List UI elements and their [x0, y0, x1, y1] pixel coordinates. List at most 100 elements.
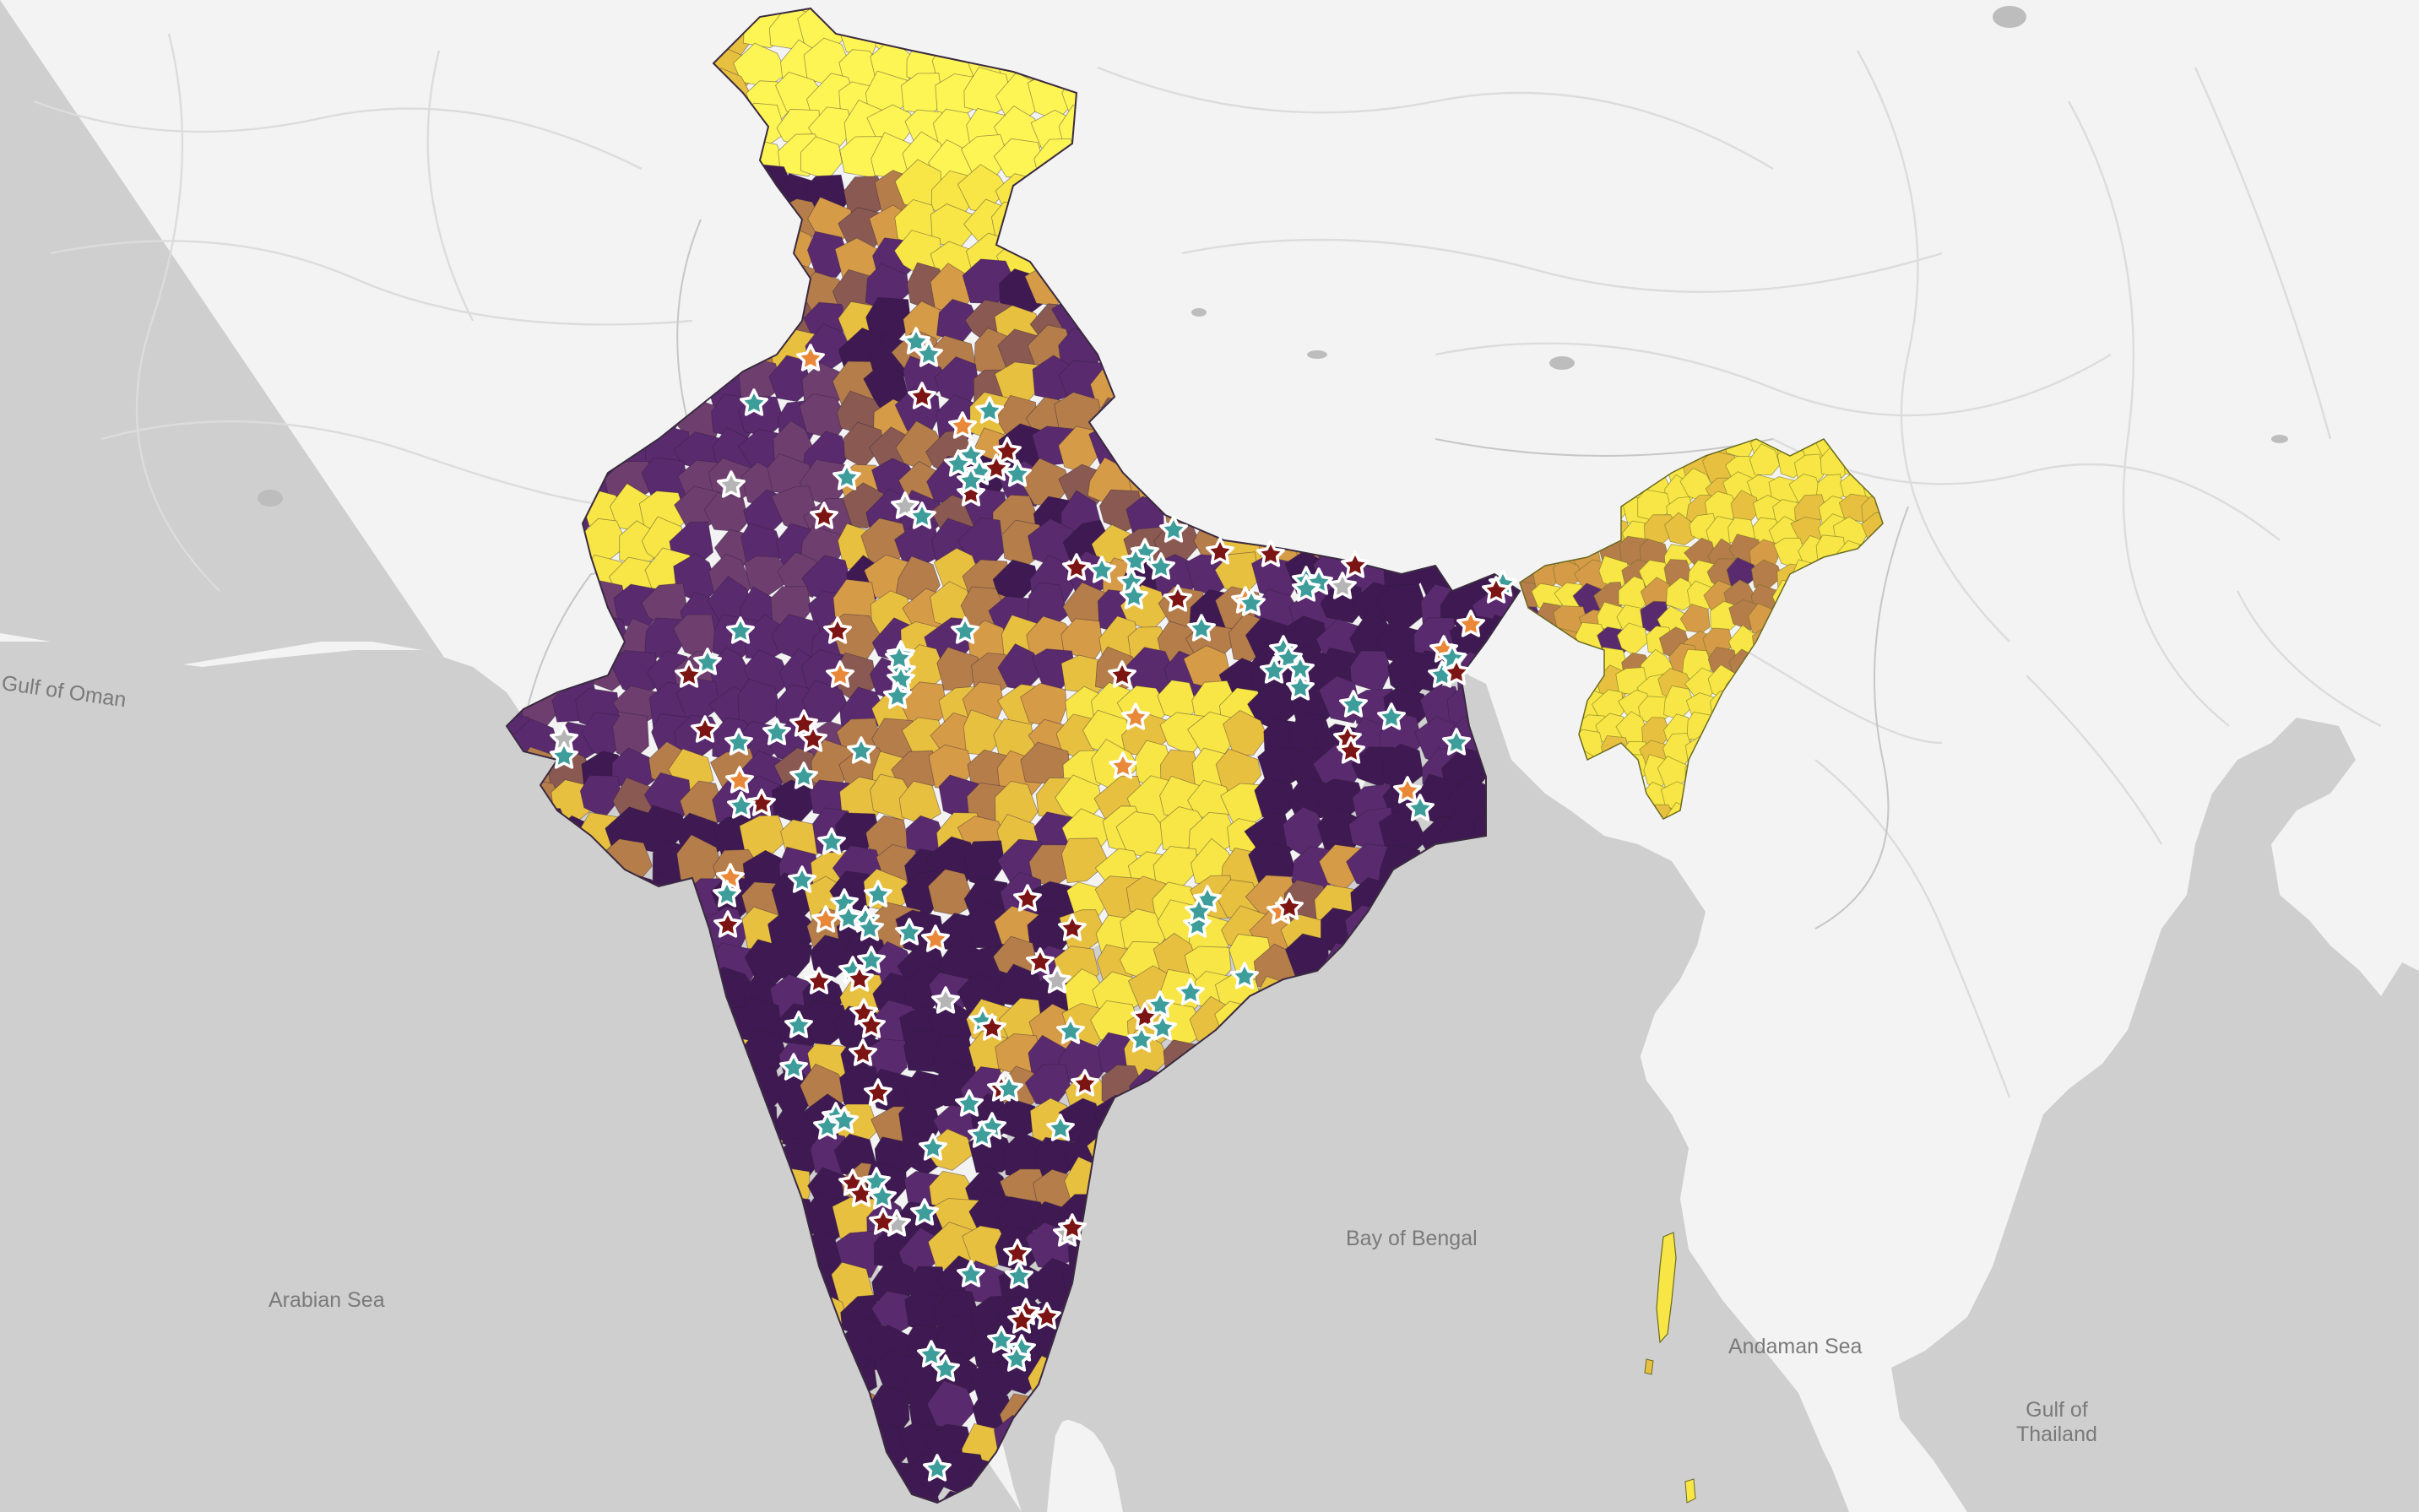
star-marker-icon[interactable]	[1003, 1238, 1032, 1266]
star-marker-icon[interactable]	[1442, 658, 1471, 686]
star-marker-icon[interactable]	[726, 616, 755, 644]
star-marker-icon[interactable]	[1109, 751, 1137, 779]
star-marker-icon[interactable]	[693, 648, 722, 675]
star-marker-icon[interactable]	[762, 718, 791, 745]
star-marker-icon[interactable]	[1046, 1114, 1075, 1141]
star-marker-icon[interactable]	[919, 1133, 947, 1161]
star-marker-icon[interactable]	[1159, 515, 1188, 543]
star-marker-icon[interactable]	[1163, 584, 1192, 612]
star-marker-icon[interactable]	[1256, 539, 1285, 567]
star-marker-icon[interactable]	[864, 1078, 892, 1106]
star-marker-icon[interactable]	[957, 1260, 985, 1287]
star-marker-icon[interactable]	[1131, 1002, 1159, 1030]
star-marker-icon[interactable]	[957, 466, 985, 494]
star-marker-icon[interactable]	[1286, 673, 1315, 701]
star-marker-icon[interactable]	[1058, 1213, 1087, 1241]
star-marker-icon[interactable]	[788, 865, 816, 893]
star-marker-icon[interactable]	[887, 664, 915, 692]
star-marker-icon[interactable]	[1339, 690, 1368, 718]
star-marker-icon[interactable]	[917, 1340, 946, 1368]
star-marker-icon[interactable]	[931, 1354, 960, 1382]
star-marker-icon[interactable]	[1148, 1013, 1177, 1041]
star-marker-icon[interactable]	[1121, 702, 1150, 730]
star-marker-icon[interactable]	[1005, 1261, 1033, 1289]
star-marker-icon[interactable]	[717, 470, 746, 498]
star-marker-icon[interactable]	[908, 501, 936, 529]
star-marker-icon[interactable]	[982, 453, 1011, 481]
star-marker-icon[interactable]	[931, 986, 960, 1014]
star-marker-icon[interactable]	[1043, 966, 1071, 994]
star-marker-icon[interactable]	[847, 736, 876, 764]
star-marker-icon[interactable]	[948, 411, 977, 439]
star-marker-icon[interactable]	[833, 463, 861, 490]
star-marker-icon[interactable]	[826, 660, 854, 688]
star-marker-icon[interactable]	[847, 1179, 876, 1207]
star-marker-icon[interactable]	[1013, 884, 1042, 912]
star-marker-icon[interactable]	[779, 1053, 808, 1081]
star-marker-icon[interactable]	[834, 903, 863, 931]
star-marker-icon[interactable]	[823, 616, 852, 644]
star-marker-icon[interactable]	[1026, 947, 1055, 975]
star-marker-icon[interactable]	[1406, 794, 1435, 821]
star-marker-icon[interactable]	[675, 660, 703, 688]
star-marker-icon[interactable]	[864, 880, 892, 908]
star-marker-icon[interactable]	[1146, 990, 1174, 1018]
star-marker-icon[interactable]	[727, 791, 756, 819]
star-marker-icon[interactable]	[957, 479, 985, 507]
star-marker-icon[interactable]	[993, 436, 1022, 464]
star-marker-icon[interactable]	[1206, 537, 1234, 565]
star-marker-icon[interactable]	[747, 789, 776, 816]
star-marker-icon[interactable]	[1147, 552, 1175, 580]
star-marker-icon[interactable]	[799, 724, 827, 752]
star-marker-icon[interactable]	[789, 761, 818, 789]
star-marker-icon[interactable]	[923, 1454, 952, 1482]
star-marker-icon[interactable]	[857, 1011, 886, 1038]
star-marker-icon[interactable]	[1260, 656, 1288, 684]
star-marker-icon[interactable]	[1062, 553, 1091, 581]
site-markers[interactable]	[550, 327, 1517, 1482]
star-marker-icon[interactable]	[1237, 588, 1266, 616]
star-marker-icon[interactable]	[944, 449, 973, 477]
star-marker-icon[interactable]	[1071, 1069, 1099, 1097]
star-marker-icon[interactable]	[1108, 660, 1136, 688]
star-marker-icon[interactable]	[910, 1198, 939, 1226]
star-marker-icon[interactable]	[805, 967, 833, 994]
star-marker-icon[interactable]	[740, 388, 768, 416]
star-marker-icon[interactable]	[716, 863, 745, 891]
star-marker-icon[interactable]	[1121, 546, 1150, 574]
star-marker-icon[interactable]	[914, 339, 943, 367]
star-marker-icon[interactable]	[1176, 978, 1205, 1005]
star-marker-icon[interactable]	[995, 1074, 1023, 1102]
star-marker-icon[interactable]	[883, 681, 912, 709]
star-marker-icon[interactable]	[978, 1013, 1006, 1041]
star-marker-icon[interactable]	[796, 344, 825, 371]
star-marker-icon[interactable]	[1033, 1302, 1061, 1330]
star-marker-icon[interactable]	[1187, 614, 1216, 642]
star-marker-icon[interactable]	[713, 910, 742, 938]
star-marker-icon[interactable]	[713, 880, 741, 908]
star-marker-icon[interactable]	[1328, 572, 1357, 599]
star-marker-icon[interactable]	[975, 396, 1004, 424]
star-marker-icon[interactable]	[968, 1120, 996, 1148]
star-marker-icon[interactable]	[951, 616, 979, 644]
star-marker-icon[interactable]	[1337, 736, 1365, 764]
star-marker-icon[interactable]	[1120, 582, 1148, 610]
star-marker-icon[interactable]	[810, 501, 838, 529]
star-marker-icon[interactable]	[724, 728, 753, 756]
star-marker-icon[interactable]	[885, 643, 914, 671]
star-marker-icon[interactable]	[855, 913, 884, 941]
star-marker-icon[interactable]	[902, 327, 930, 355]
star-marker-icon[interactable]	[1377, 702, 1406, 730]
star-marker-icon[interactable]	[1002, 1344, 1031, 1372]
star-marker-icon[interactable]	[725, 766, 754, 794]
star-marker-icon[interactable]	[784, 1011, 813, 1038]
star-marker-icon[interactable]	[1442, 728, 1471, 756]
star-marker-icon[interactable]	[1087, 555, 1116, 583]
star-marker-icon[interactable]	[691, 715, 719, 743]
star-marker-icon[interactable]	[868, 1182, 897, 1210]
star-marker-icon[interactable]	[869, 1207, 898, 1235]
star-marker-icon[interactable]	[1127, 1025, 1156, 1053]
star-marker-icon[interactable]	[1003, 459, 1032, 487]
